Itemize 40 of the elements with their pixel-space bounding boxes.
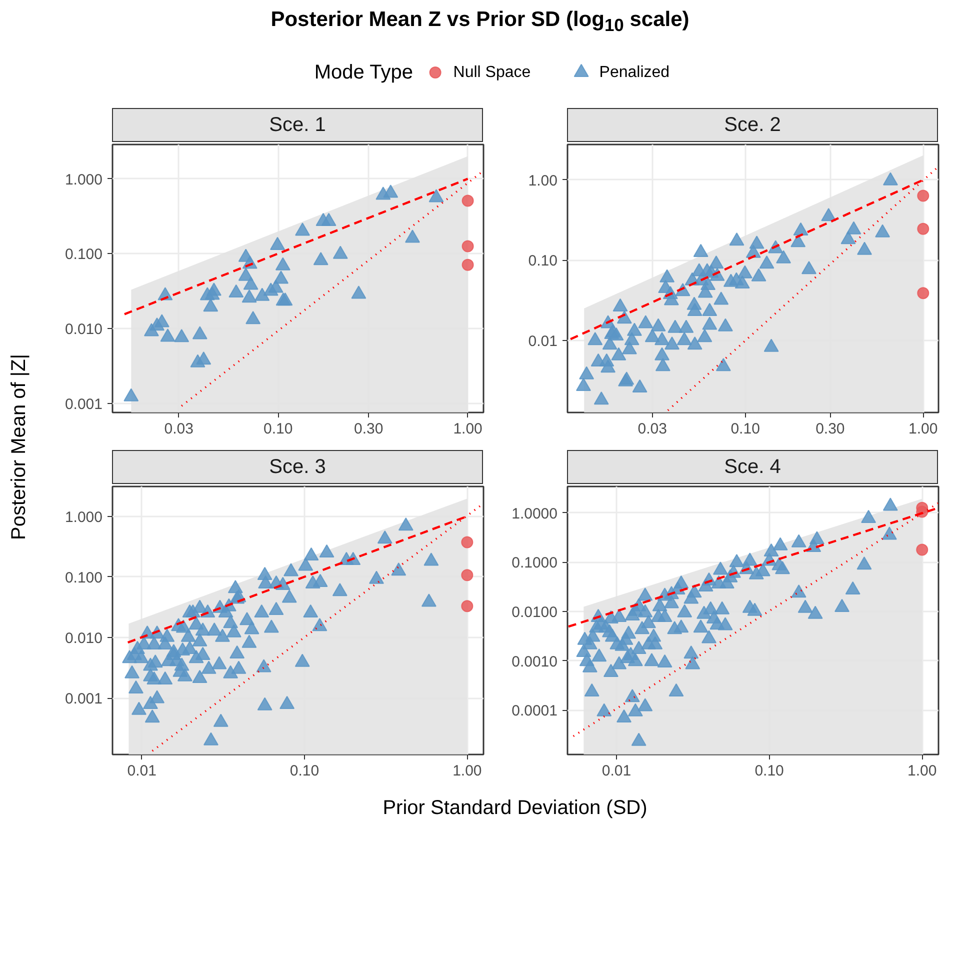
y-tick-label: 0.001 — [64, 396, 103, 414]
y-tick-label: 1.00 — [528, 172, 558, 190]
x-tick-label: 0.10 — [263, 420, 293, 438]
x-tick-label: 0.30 — [816, 420, 845, 438]
y-tick-label: 0.010 — [64, 321, 103, 338]
chart-subtitle: Sce. 1 — [269, 113, 326, 138]
chart-subtitle: Sce. 3 — [269, 455, 326, 480]
x-tick-label: 1.00 — [908, 420, 938, 438]
x-axis-title: Prior Standard Deviation (SD) — [382, 796, 648, 821]
y-tick-label: 1.000 — [64, 171, 103, 188]
x-tick-label: 0.10 — [290, 762, 320, 780]
chart-subtitle: Sce. 2 — [724, 113, 781, 138]
x-tick-label: 0.01 — [602, 762, 632, 780]
x-tick-label: 1.00 — [453, 420, 482, 438]
chart-title: Posterior Mean Z vs Prior SD (log$_{10}$ scale) — [270, 8, 690, 36]
y-tick-label: 0.0100 — [512, 604, 558, 622]
x-tick-label: 0.01 — [127, 762, 156, 780]
x-tick-label: 0.03 — [638, 420, 667, 438]
y-tick-label: 0.0001 — [512, 702, 558, 720]
y-tick-label: 0.1000 — [512, 554, 558, 572]
legend-title: Mode Type — [314, 62, 413, 84]
y-tick-label: 1.0000 — [512, 505, 558, 522]
chart-subtitle: Sce. 4 — [724, 455, 781, 480]
x-tick-label: 0.03 — [164, 420, 194, 438]
y-tick-label: 0.0010 — [512, 653, 558, 670]
x-tick-label: 0.10 — [730, 420, 760, 438]
y-tick-label: 1.000 — [64, 508, 103, 526]
x-tick-label: 0.30 — [354, 420, 384, 438]
y-tick-label: 0.10 — [528, 252, 558, 270]
legend-label: Null Space — [453, 64, 531, 81]
x-tick-label: 0.10 — [754, 762, 784, 780]
y-tick-label: 0.010 — [64, 630, 103, 648]
y-tick-label: 0.01 — [528, 333, 558, 350]
y-axis-title: Posterior Mean of |Z| — [7, 354, 31, 540]
x-tick-label: 1.00 — [452, 762, 482, 780]
y-tick-label: 0.001 — [64, 690, 103, 708]
y-tick-label: 0.100 — [64, 246, 103, 264]
x-tick-label: 1.00 — [908, 762, 937, 780]
y-tick-label: 0.100 — [64, 569, 103, 586]
legend-label: Penalized — [599, 64, 670, 81]
